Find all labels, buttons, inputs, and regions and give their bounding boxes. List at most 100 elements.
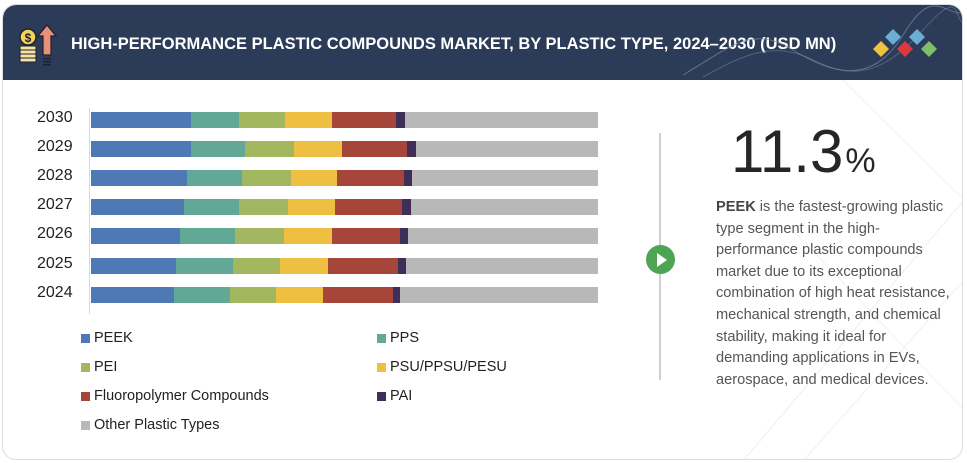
play-icon	[646, 245, 675, 274]
legend-item-pai: PAI	[377, 388, 412, 404]
bar-segment-pai	[398, 258, 407, 274]
bar-segment-fluoropolymer-compounds	[328, 258, 399, 274]
insight-description: PEEK is the fastest-growing plastic type…	[716, 197, 951, 391]
bar-segment-peek	[91, 287, 175, 303]
bar-segment-psu-ppsu-pesu	[284, 228, 333, 244]
y-axis-tick-label: 2026	[37, 225, 73, 242]
bar-segment-psu-ppsu-pesu	[290, 170, 337, 186]
y-axis-tick-label: 2027	[37, 196, 73, 213]
bar-segment-peek	[91, 258, 177, 274]
bar-segment-peek	[91, 141, 191, 157]
bar-segment-pps	[190, 112, 240, 128]
legend-item-psu: PSU/PPSU/PESU	[377, 359, 507, 375]
legend-swatch	[377, 362, 386, 372]
legend-item-fluoropolymer: Fluoropolymer Compounds	[81, 388, 269, 404]
bar-segment-psu-ppsu-pesu	[287, 199, 335, 215]
stacked-bar	[91, 228, 598, 244]
bar-segment-fluoropolymer-compounds	[336, 170, 404, 186]
insight-highlight: PEEK	[716, 199, 756, 215]
bar-segment-pps	[186, 170, 242, 186]
legend-item-peek: PEEK	[81, 330, 133, 346]
stacked-bar	[91, 112, 598, 128]
svg-text:$: $	[25, 31, 32, 45]
legend-swatch	[81, 420, 90, 430]
bar-segment-pei	[234, 228, 285, 244]
cagr-value: 11.3	[731, 118, 844, 185]
legend-swatch	[81, 362, 90, 372]
bar-segment-pai	[396, 112, 406, 128]
legend-swatch	[377, 391, 386, 401]
stacked-bar	[91, 141, 598, 157]
bar-segment-fluoropolymer-compounds	[332, 228, 401, 244]
bar-row-2029: 2029	[3, 138, 623, 157]
bar-segment-other-plastic-types	[405, 112, 598, 128]
bar-segment-peek	[91, 112, 191, 128]
bar-segment-psu-ppsu-pesu	[294, 141, 343, 157]
legend-item-pps: PPS	[377, 330, 419, 346]
cagr-stat: 11.3%	[731, 117, 876, 186]
bar-segment-pei	[229, 287, 277, 303]
bar-segment-peek	[91, 199, 184, 215]
bar-segment-peek	[91, 228, 181, 244]
y-axis-tick-label: 2029	[37, 138, 73, 155]
bar-segment-pai	[393, 287, 401, 303]
stacked-bar-chart: 2030 2029 2028 2027 2026 2025 2024 PEEK PPS PE…	[3, 80, 623, 459]
y-axis-line	[89, 108, 90, 314]
legend-swatch	[377, 333, 386, 343]
bar-segment-pps	[190, 141, 246, 157]
bar-segment-pai	[403, 170, 412, 186]
stacked-bar	[91, 199, 598, 215]
bar-segment-psu-ppsu-pesu	[276, 287, 324, 303]
legend-item-pei: PEI	[81, 359, 117, 375]
bar-segment-pei	[238, 199, 288, 215]
bar-segment-pai	[401, 199, 411, 215]
bar-segment-peek	[91, 170, 187, 186]
bar-segment-other-plastic-types	[400, 287, 598, 303]
legend-swatch	[81, 333, 90, 343]
brand-diamonds-logo	[873, 29, 937, 57]
bar-segment-pei	[241, 170, 291, 186]
insight-text: is the fastest-growing plastic type segm…	[716, 199, 950, 388]
bar-segment-fluoropolymer-compounds	[342, 141, 408, 157]
y-axis-tick-label: 2030	[37, 109, 73, 126]
y-axis-tick-label: 2028	[37, 167, 73, 184]
bar-row-2027: 2027	[3, 196, 623, 215]
bar-segment-other-plastic-types	[406, 258, 598, 274]
money-growth-icon: $	[19, 24, 57, 66]
y-axis-tick-label: 2025	[37, 255, 73, 272]
stacked-bar	[91, 287, 598, 303]
bar-segment-pps	[176, 258, 233, 274]
bar-row-2026: 2026	[3, 225, 623, 244]
bar-segment-other-plastic-types	[411, 170, 598, 186]
bar-segment-other-plastic-types	[410, 199, 598, 215]
bar-segment-fluoropolymer-compounds	[334, 199, 402, 215]
bar-segment-pei	[245, 141, 295, 157]
bar-row-2024: 2024	[3, 284, 623, 303]
legend-swatch	[81, 391, 90, 401]
bar-segment-pai	[400, 228, 409, 244]
bar-segment-pps	[180, 228, 235, 244]
bar-segment-other-plastic-types	[416, 141, 598, 157]
bar-row-2028: 2028	[3, 167, 623, 186]
bar-segment-pei	[239, 112, 286, 128]
bar-segment-fluoropolymer-compounds	[323, 287, 394, 303]
cagr-unit: %	[845, 142, 876, 180]
bar-row-2030: 2030	[3, 109, 623, 128]
header-banner: $ HIGH-PERFORMANCE PLASTIC COMPOUNDS MAR…	[3, 5, 962, 80]
bar-segment-pps	[174, 287, 230, 303]
stacked-bar	[91, 258, 598, 274]
bar-segment-other-plastic-types	[408, 228, 598, 244]
bar-segment-psu-ppsu-pesu	[285, 112, 333, 128]
bar-segment-fluoropolymer-compounds	[332, 112, 397, 128]
decorative-waves	[682, 5, 962, 78]
infographic-card: $ HIGH-PERFORMANCE PLASTIC COMPOUNDS MAR…	[2, 4, 963, 460]
legend-item-other: Other Plastic Types	[81, 417, 219, 433]
chart-legend: PEEK PPS PEI PSU/PPSU/PESU Fluoropolymer…	[81, 330, 621, 450]
y-axis-tick-label: 2024	[37, 284, 73, 301]
page-title: HIGH-PERFORMANCE PLASTIC COMPOUNDS MARKE…	[71, 35, 837, 53]
bar-segment-pai	[407, 141, 417, 157]
bar-row-2025: 2025	[3, 255, 623, 274]
bar-segment-pps	[183, 199, 239, 215]
bar-segment-pei	[232, 258, 281, 274]
stacked-bar	[91, 170, 598, 186]
